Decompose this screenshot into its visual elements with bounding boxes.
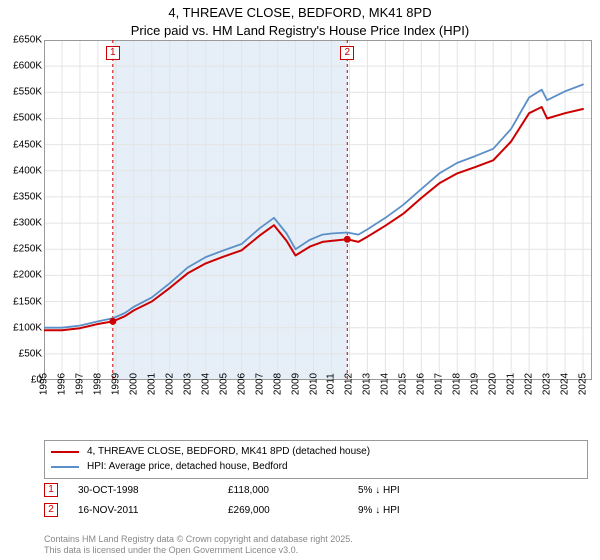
- sale-marker-icon: 2: [340, 46, 354, 60]
- x-tick-label: 2005: [218, 373, 229, 395]
- legend-item-price: 4, THREAVE CLOSE, BEDFORD, MK41 8PD (det…: [51, 444, 581, 459]
- footer-attribution: Contains HM Land Registry data © Crown c…: [44, 534, 353, 557]
- x-tick-label: 1996: [56, 373, 67, 395]
- x-tick-label: 2022: [524, 373, 535, 395]
- x-tick-label: 1998: [92, 373, 103, 395]
- x-tick-label: 2025: [578, 373, 589, 395]
- x-tick-label: 2012: [344, 373, 355, 395]
- x-tick-label: 2018: [452, 373, 463, 395]
- chart-area: £0£50K£100K£150K£200K£250K£300K£350K£400…: [0, 40, 600, 400]
- x-tick-label: 2019: [470, 373, 481, 395]
- sale-price: £269,000: [228, 505, 358, 516]
- x-tick-label: 2002: [164, 373, 175, 395]
- y-tick-label: £350K: [13, 191, 42, 202]
- footer-line1: Contains HM Land Registry data © Crown c…: [44, 534, 353, 544]
- x-tick-label: 2000: [128, 373, 139, 395]
- y-tick-label: £250K: [13, 244, 42, 255]
- plot-area: 12: [44, 40, 592, 380]
- sale-row: 2 16-NOV-2011 £269,000 9% ↓ HPI: [44, 500, 588, 520]
- y-tick-label: £200K: [13, 270, 42, 281]
- title-line2: Price paid vs. HM Land Registry's House …: [131, 23, 469, 38]
- sale-price: £118,000: [228, 485, 358, 496]
- legend: 4, THREAVE CLOSE, BEDFORD, MK41 8PD (det…: [44, 440, 588, 479]
- y-tick-label: £50K: [19, 348, 42, 359]
- title-line1: 4, THREAVE CLOSE, BEDFORD, MK41 8PD: [168, 5, 431, 20]
- x-tick-label: 2013: [362, 373, 373, 395]
- legend-swatch: [51, 466, 79, 468]
- y-axis: £0£50K£100K£150K£200K£250K£300K£350K£400…: [0, 40, 44, 380]
- footer-line2: This data is licensed under the Open Gov…: [44, 545, 298, 555]
- x-tick-label: 1999: [110, 373, 121, 395]
- y-tick-label: £150K: [13, 296, 42, 307]
- x-tick-label: 2014: [380, 373, 391, 395]
- sale-date: 30-OCT-1998: [78, 485, 228, 496]
- x-tick-label: 2006: [236, 373, 247, 395]
- sale-delta: 5% ↓ HPI: [358, 485, 400, 496]
- x-tick-label: 2008: [272, 373, 283, 395]
- x-tick-label: 2001: [146, 373, 157, 395]
- x-tick-label: 2021: [506, 373, 517, 395]
- y-tick-label: £600K: [13, 61, 42, 72]
- x-tick-label: 1997: [74, 373, 85, 395]
- legend-label: HPI: Average price, detached house, Bedf…: [87, 459, 288, 474]
- x-tick-label: 2017: [434, 373, 445, 395]
- sale-row: 1 30-OCT-1998 £118,000 5% ↓ HPI: [44, 480, 588, 500]
- legend-swatch: [51, 451, 79, 453]
- sales-table: 1 30-OCT-1998 £118,000 5% ↓ HPI 2 16-NOV…: [44, 480, 588, 520]
- chart-title: 4, THREAVE CLOSE, BEDFORD, MK41 8PD Pric…: [0, 0, 600, 39]
- x-tick-label: 2020: [488, 373, 499, 395]
- legend-label: 4, THREAVE CLOSE, BEDFORD, MK41 8PD (det…: [87, 444, 370, 459]
- y-tick-label: £100K: [13, 322, 42, 333]
- y-tick-label: £300K: [13, 218, 42, 229]
- sale-delta: 9% ↓ HPI: [358, 505, 400, 516]
- x-tick-label: 2010: [308, 373, 319, 395]
- x-tick-label: 2024: [560, 373, 571, 395]
- x-axis: 1995199619971998199920002001200220032004…: [44, 380, 592, 420]
- x-tick-label: 2023: [542, 373, 553, 395]
- y-tick-label: £650K: [13, 35, 42, 46]
- sale-marker-icon: 2: [44, 503, 58, 517]
- y-tick-label: £450K: [13, 139, 42, 150]
- x-tick-label: 2011: [326, 373, 337, 395]
- y-tick-label: £500K: [13, 113, 42, 124]
- x-tick-label: 2007: [254, 373, 265, 395]
- x-tick-label: 2004: [200, 373, 211, 395]
- x-tick-label: 2016: [416, 373, 427, 395]
- sale-date: 16-NOV-2011: [78, 505, 228, 516]
- sale-marker-icon: 1: [106, 46, 120, 60]
- x-tick-label: 2015: [398, 373, 409, 395]
- x-tick-label: 2003: [182, 373, 193, 395]
- chart-svg: [44, 40, 592, 380]
- x-tick-label: 1995: [39, 373, 50, 395]
- legend-item-hpi: HPI: Average price, detached house, Bedf…: [51, 459, 581, 474]
- sale-marker-icon: 1: [44, 483, 58, 497]
- x-tick-label: 2009: [290, 373, 301, 395]
- y-tick-label: £400K: [13, 165, 42, 176]
- y-tick-label: £550K: [13, 87, 42, 98]
